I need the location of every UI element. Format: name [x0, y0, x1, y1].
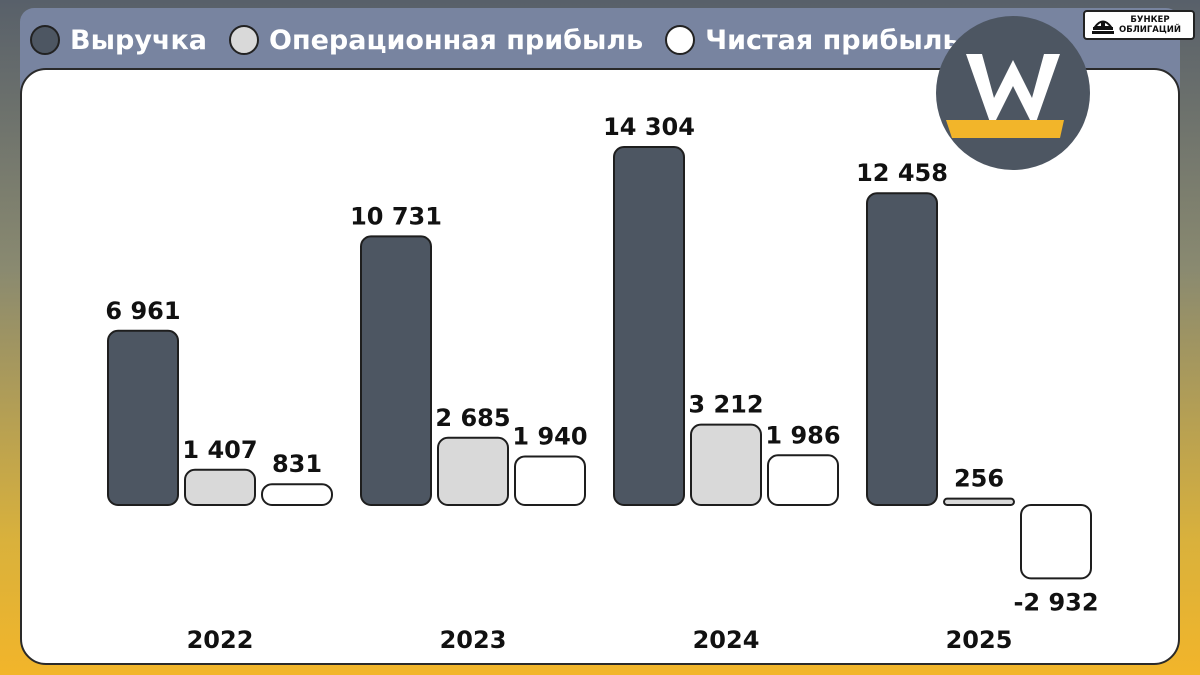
data-label-revenue-2025: 12 458 [856, 159, 948, 187]
data-label-net-profit-2022: 831 [272, 450, 322, 478]
bar-revenue-2025 [866, 192, 938, 506]
data-label-net-profit-2025: -2 932 [1013, 588, 1098, 616]
data-label-revenue-2024: 14 304 [603, 113, 695, 141]
data-label-operating-profit-2024: 3 212 [688, 391, 763, 419]
bar-revenue-2024 [613, 146, 685, 506]
bar-net-profit-2023 [514, 455, 586, 506]
legend-item-revenue: Выручка [30, 25, 207, 56]
bar-operating-profit-2024 [690, 423, 762, 506]
bar-operating-profit-2022 [184, 468, 256, 506]
chart-panel [20, 68, 1180, 665]
legend-swatch-revenue [30, 25, 60, 55]
legend-label-operating-profit: Операционная прибыль [269, 24, 644, 56]
company-logo [936, 16, 1090, 170]
brand-badge: БУНКЕР ОБЛИГАЦИЙ [1083, 10, 1195, 40]
bar-net-profit-2024 [767, 454, 839, 506]
category-label-2025: 2025 [946, 626, 1013, 654]
legend-swatch-operating-profit [229, 25, 260, 55]
bar-operating-profit-2025 [943, 497, 1015, 506]
data-label-operating-profit-2022: 1 407 [182, 436, 257, 464]
badge-line-2: ОБЛИГАЦИЙ [1119, 25, 1181, 35]
category-label-2023: 2023 [440, 626, 507, 654]
badge-line-1: БУНКЕР [1130, 15, 1170, 25]
data-label-net-profit-2024: 1 986 [765, 421, 840, 449]
bar-net-profit-2022 [261, 483, 333, 506]
bar-revenue-2022 [107, 329, 179, 506]
legend-label-net-profit: Чистая прибыль [705, 24, 960, 56]
category-label-2024: 2024 [693, 626, 760, 654]
data-label-revenue-2023: 10 731 [350, 202, 442, 230]
legend-item-operating-profit: Операционная прибыль [229, 25, 643, 56]
badge-text: БУНКЕР ОБЛИГАЦИЙ [1119, 15, 1181, 35]
data-label-operating-profit-2023: 2 685 [435, 404, 510, 432]
legend-item-net-profit: Чистая прибыль [665, 24, 960, 56]
data-label-operating-profit-2025: 256 [954, 465, 1004, 493]
bunker-icon [1092, 20, 1114, 34]
legend-swatch-net-profit [665, 25, 696, 55]
data-label-net-profit-2023: 1 940 [512, 422, 587, 450]
legend: Выручка Операционная прибыль Чистая приб… [30, 18, 982, 62]
bar-net-profit-2025 [1020, 504, 1092, 580]
legend-label-revenue: Выручка [70, 24, 208, 56]
category-label-2022: 2022 [187, 626, 254, 654]
bar-operating-profit-2023 [437, 436, 509, 507]
data-label-revenue-2022: 6 961 [105, 297, 180, 325]
bar-revenue-2023 [360, 235, 432, 506]
